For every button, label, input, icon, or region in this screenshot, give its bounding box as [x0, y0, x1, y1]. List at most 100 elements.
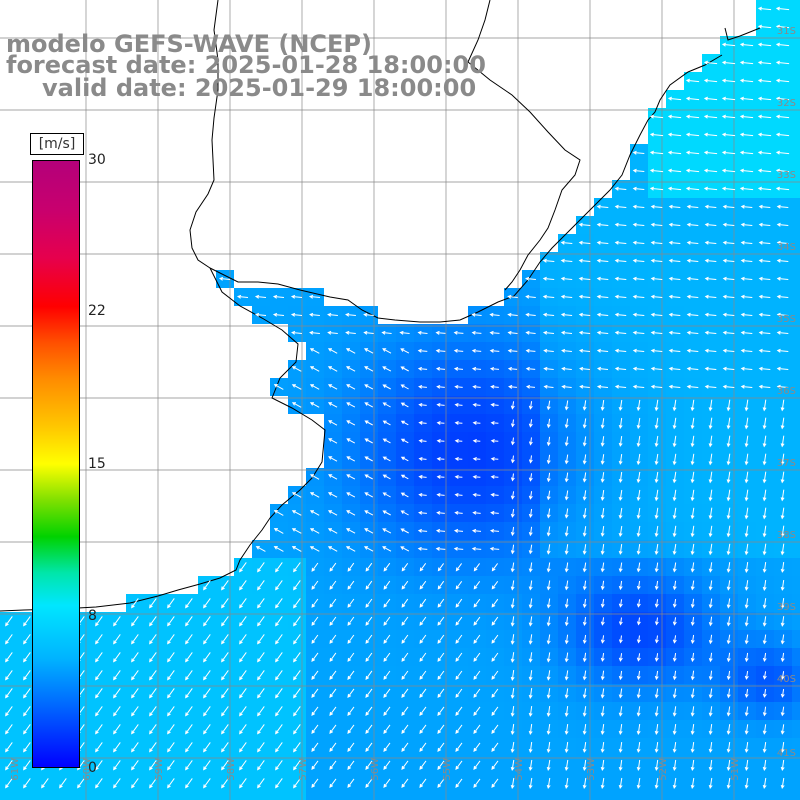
wind-arrow: [579, 384, 590, 389]
wind-arrow: [600, 688, 605, 699]
wind-arrow: [453, 528, 464, 533]
wind-arrow: [726, 688, 731, 699]
wind-arrow: [309, 366, 320, 372]
wind-arrow: [636, 489, 641, 502]
wind-arrow: [600, 472, 605, 483]
wind-arrow: [672, 706, 677, 717]
wind-arrow: [600, 724, 605, 735]
wind-arrow: [668, 384, 681, 389]
wind-arrow: [686, 348, 699, 353]
latitude-label: 36S: [777, 386, 796, 397]
wind-arrow: [757, 6, 772, 11]
wind-arrow: [685, 186, 700, 191]
wind-arrow: [383, 760, 391, 770]
wind-arrow: [758, 276, 771, 281]
wind-arrow: [618, 417, 623, 430]
wind-arrow: [525, 330, 536, 335]
wind-arrow: [564, 472, 569, 483]
wind-arrow: [293, 760, 301, 771]
wind-arrow: [382, 456, 391, 462]
wind-arrow: [419, 724, 427, 734]
wind-arrow: [560, 240, 573, 245]
wind-arrow: [239, 670, 247, 681]
wind-arrow: [203, 634, 211, 645]
wind-arrow: [507, 330, 518, 335]
wind-arrow: [400, 384, 409, 390]
wind-arrow: [722, 240, 735, 245]
wind-arrow: [614, 204, 627, 209]
wind-arrow: [272, 312, 285, 317]
wind-arrow: [708, 507, 713, 520]
wind-arrow: [239, 778, 247, 789]
wind-arrow: [722, 330, 735, 335]
wind-arrow: [618, 471, 623, 484]
wind-arrow: [275, 742, 283, 753]
wind-arrow: [582, 688, 587, 699]
wind-arrow: [708, 489, 713, 502]
wind-arrow: [383, 634, 391, 644]
speed-cell: [144, 792, 162, 800]
wind-arrow: [383, 724, 391, 734]
wind-arrow: [721, 132, 736, 137]
wind-arrow: [668, 240, 681, 245]
wind-arrow: [721, 60, 736, 65]
wind-arrow: [775, 114, 790, 119]
longitude-label: 60W: [82, 758, 93, 781]
wind-arrow: [473, 563, 481, 572]
wind-arrow: [329, 580, 337, 590]
wind-arrow: [528, 777, 533, 790]
speed-cell: [792, 162, 800, 180]
wind-arrow: [722, 222, 735, 227]
wind-arrow: [721, 78, 736, 83]
wind-arrow: [345, 366, 356, 372]
wind-arrow: [491, 778, 499, 788]
wind-arrow: [400, 474, 409, 480]
wind-arrow: [740, 240, 753, 245]
wind-arrow: [455, 724, 463, 734]
wind-arrow: [436, 492, 445, 497]
wind-arrow: [417, 546, 428, 551]
wind-arrow: [472, 510, 481, 515]
wind-arrow: [780, 435, 785, 448]
wind-arrow: [708, 688, 713, 699]
wind-arrow: [311, 778, 319, 788]
speed-cell: [792, 666, 800, 684]
wind-arrow: [618, 454, 623, 465]
wind-arrow: [528, 741, 533, 754]
wind-arrow: [311, 706, 319, 716]
speed-cell: [360, 792, 378, 800]
wind-arrow: [546, 562, 551, 573]
wind-arrow: [780, 671, 785, 680]
wind-arrow: [149, 724, 157, 735]
wind-arrow: [560, 330, 573, 335]
wind-arrow: [776, 240, 789, 245]
longitude-labels: 61W 60W 59W 58W 57W 56W 55W 54W 53W 52W 51W: [10, 758, 741, 781]
wind-arrow: [762, 489, 767, 502]
wind-arrow: [364, 528, 374, 534]
wind-arrow: [546, 526, 551, 537]
speed-cell: [342, 792, 360, 800]
wind-arrow: [762, 562, 767, 573]
wind-arrow: [472, 384, 481, 389]
wind-arrow: [744, 671, 749, 680]
wind-arrow: [291, 366, 302, 372]
wind-arrow: [455, 760, 463, 770]
speed-cell: [792, 234, 800, 252]
wind-arrow: [293, 598, 301, 609]
wind-arrow: [776, 276, 789, 281]
wind-arrow: [582, 400, 587, 411]
speed-cell: [792, 216, 800, 234]
wind-arrow: [775, 132, 790, 137]
wind-arrow: [614, 222, 627, 227]
wind-arrow: [757, 60, 772, 65]
wind-arrow: [578, 348, 591, 353]
wind-arrow: [290, 312, 303, 317]
speed-cell: [792, 450, 800, 468]
wind-arrow: [328, 420, 338, 426]
wind-arrow: [636, 399, 641, 412]
wind-arrow: [636, 635, 641, 644]
wind-arrow: [327, 330, 338, 335]
wind-arrow: [275, 652, 283, 663]
wind-arrow: [510, 616, 515, 627]
wind-arrow: [149, 778, 157, 789]
